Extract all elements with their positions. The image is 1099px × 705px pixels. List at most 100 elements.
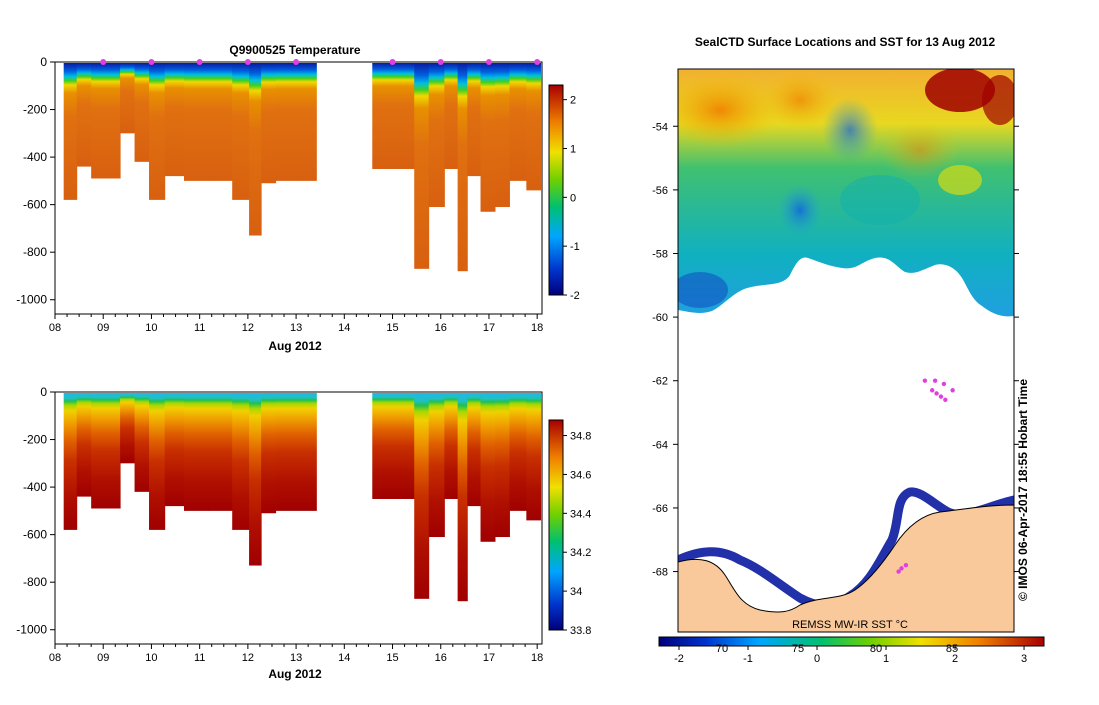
p1-profile-column xyxy=(457,63,468,272)
p2-profile-column xyxy=(480,393,496,542)
p2-profile-column xyxy=(392,393,415,499)
p2-profile-column xyxy=(372,393,394,499)
p1-profile-column xyxy=(249,63,262,236)
sst-map-panel: SealCTD Surface Locations and SST for 13… xyxy=(652,35,1045,665)
p2-profile-column xyxy=(232,393,250,530)
map-lon-ticks: 70 75 80 85 xyxy=(716,643,958,655)
p1-profile-column xyxy=(183,63,209,181)
p1-profile-column xyxy=(392,63,415,169)
temperature-colorbar xyxy=(548,84,564,296)
map-frame xyxy=(677,68,1015,633)
p1-x-tick-label: 08 xyxy=(49,322,61,334)
p2-x-tick-label: 11 xyxy=(194,652,205,664)
p2-profile-column xyxy=(249,393,262,566)
p2-x-tick-label: 18 xyxy=(531,652,543,664)
p1-profile-column xyxy=(63,63,78,200)
p1-profile-column xyxy=(494,63,510,208)
map-lon-tick-label: 70 xyxy=(716,643,728,655)
salinity-colorbar-tick-label: 34 xyxy=(570,586,582,598)
sst-colorbar-tick-label: 2 xyxy=(952,653,958,665)
profile-marker xyxy=(100,59,107,65)
p2-profile-column xyxy=(134,393,150,492)
temperature-x-axis: 08 09 10 11 12 13 14 15 16 17 18 xyxy=(49,314,543,334)
profile-marker xyxy=(196,59,203,65)
map-lat-tick-label: -66 xyxy=(652,503,668,515)
seal-location-marker xyxy=(899,566,904,571)
seal-location-marker xyxy=(941,381,947,387)
p2-profile-column xyxy=(297,393,317,511)
p2-profile-column xyxy=(467,393,482,507)
seal-location-marker xyxy=(934,391,939,396)
p2-profile-column xyxy=(457,393,468,602)
temperature-title: Q9900525 Temperature xyxy=(229,43,361,57)
salinity-axes-frame xyxy=(54,391,543,645)
p2-profile-column xyxy=(444,393,459,499)
imos-credit: © IMOS 06-Apr-2017 18:55 Hobart Time xyxy=(1016,379,1030,601)
p2-x-tick-label: 08 xyxy=(49,652,61,664)
temperature-colorbar-tick-label: -2 xyxy=(570,290,580,302)
map-lon-tick-label: 80 xyxy=(870,643,882,655)
profile-markers xyxy=(100,59,541,65)
p1-profile-column xyxy=(232,63,250,200)
salinity-section xyxy=(63,393,542,602)
p1-profile-column xyxy=(414,63,430,269)
profile-marker xyxy=(534,59,541,65)
map-lat-tick-label: -60 xyxy=(652,312,668,324)
seal-location-marker xyxy=(922,378,928,383)
salinity-colorbar-tick-label: 34.8 xyxy=(570,431,591,443)
profile-marker xyxy=(437,59,444,65)
p2-profile-column xyxy=(509,393,527,511)
sst-colorbar-label: REMSS MW-IR SST °C xyxy=(792,619,908,631)
p2-x-tick-label: 10 xyxy=(145,652,157,664)
temperature-colorbar-tick-label: 0 xyxy=(570,192,576,204)
p1-y-tick-label: -800 xyxy=(23,245,47,259)
p2-profile-column xyxy=(494,393,510,538)
p2-profile-column xyxy=(526,393,542,521)
p2-x-tick-label: 16 xyxy=(435,652,447,664)
p2-profile-column xyxy=(91,393,107,509)
seal-location-marker xyxy=(903,563,909,568)
p1-profile-column xyxy=(480,63,496,212)
p1-y-tick-label: 0 xyxy=(40,55,47,69)
antarctica-land xyxy=(678,504,1014,632)
p2-profile-column xyxy=(120,393,136,464)
p1-x-tick-label: 12 xyxy=(242,322,254,334)
salinity-y-axis: 0 -200 -400 -600 -800 -1000 xyxy=(16,385,55,637)
p2-profile-column xyxy=(63,393,78,530)
profile-marker xyxy=(389,59,396,65)
p2-y-tick-label: -600 xyxy=(23,528,47,542)
p2-profile-column xyxy=(261,393,277,514)
p1-y-tick-label: -200 xyxy=(23,103,47,117)
p1-y-tick-label: -1000 xyxy=(16,293,47,307)
sst-colorbar-tick-label: -2 xyxy=(674,653,684,665)
p2-y-tick-label: -400 xyxy=(23,480,47,494)
p1-x-tick-label: 09 xyxy=(97,322,109,334)
p1-x-tick-label: 14 xyxy=(338,322,350,334)
profile-marker xyxy=(148,59,155,65)
p2-profile-column xyxy=(164,393,185,507)
salinity-colorbar-tick-label: 33.8 xyxy=(570,625,591,637)
p1-x-tick-label: 10 xyxy=(145,322,157,334)
p1-profile-column xyxy=(372,63,394,169)
seal-location-marker xyxy=(896,569,901,574)
p1-profile-column xyxy=(149,63,166,200)
p1-profile-column xyxy=(467,63,482,177)
p2-x-tick-label: 17 xyxy=(483,652,495,664)
p1-profile-column xyxy=(76,63,92,167)
p2-profile-column xyxy=(275,393,298,511)
p2-y-tick-label: -200 xyxy=(23,433,47,447)
seal-location-marker xyxy=(929,388,935,393)
p1-x-tick-label: 17 xyxy=(483,322,495,334)
profile-marker xyxy=(485,59,492,65)
p1-y-tick-label: -400 xyxy=(23,150,47,164)
sst-colorbar-tick-label: -1 xyxy=(743,653,753,665)
seal-location-marker xyxy=(950,388,955,393)
salinity-colorbar-tick-label: 34.2 xyxy=(570,547,591,559)
p2-profile-column xyxy=(428,393,445,538)
p2-profile-column xyxy=(76,393,92,497)
p1-x-tick-label: 16 xyxy=(435,322,447,334)
salinity-colorbar xyxy=(548,419,564,631)
p1-profile-column xyxy=(526,63,542,191)
